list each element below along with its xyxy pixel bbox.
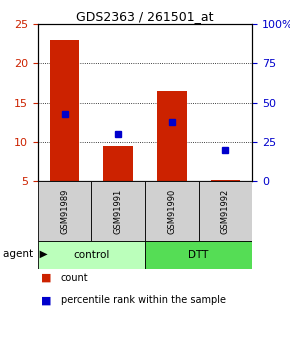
Text: control: control <box>73 250 110 260</box>
Text: ■: ■ <box>41 273 51 283</box>
Bar <box>199 181 252 241</box>
Text: GSM91990: GSM91990 <box>167 188 176 234</box>
Bar <box>91 181 145 241</box>
Bar <box>211 180 240 181</box>
Text: count: count <box>61 273 88 283</box>
Text: percentile rank within the sample: percentile rank within the sample <box>61 295 226 305</box>
Text: GSM91989: GSM91989 <box>60 188 69 234</box>
Text: agent  ▶: agent ▶ <box>3 249 48 258</box>
Bar <box>157 91 186 181</box>
Bar <box>38 241 145 269</box>
Bar <box>145 181 199 241</box>
Text: GSM91991: GSM91991 <box>114 188 123 234</box>
Bar <box>145 241 252 269</box>
Bar <box>104 146 133 181</box>
Text: ■: ■ <box>41 295 51 305</box>
Text: GSM91992: GSM91992 <box>221 188 230 234</box>
Title: GDS2363 / 261501_at: GDS2363 / 261501_at <box>76 10 214 23</box>
Bar <box>50 40 79 181</box>
Text: DTT: DTT <box>188 250 209 260</box>
Bar <box>38 181 91 241</box>
